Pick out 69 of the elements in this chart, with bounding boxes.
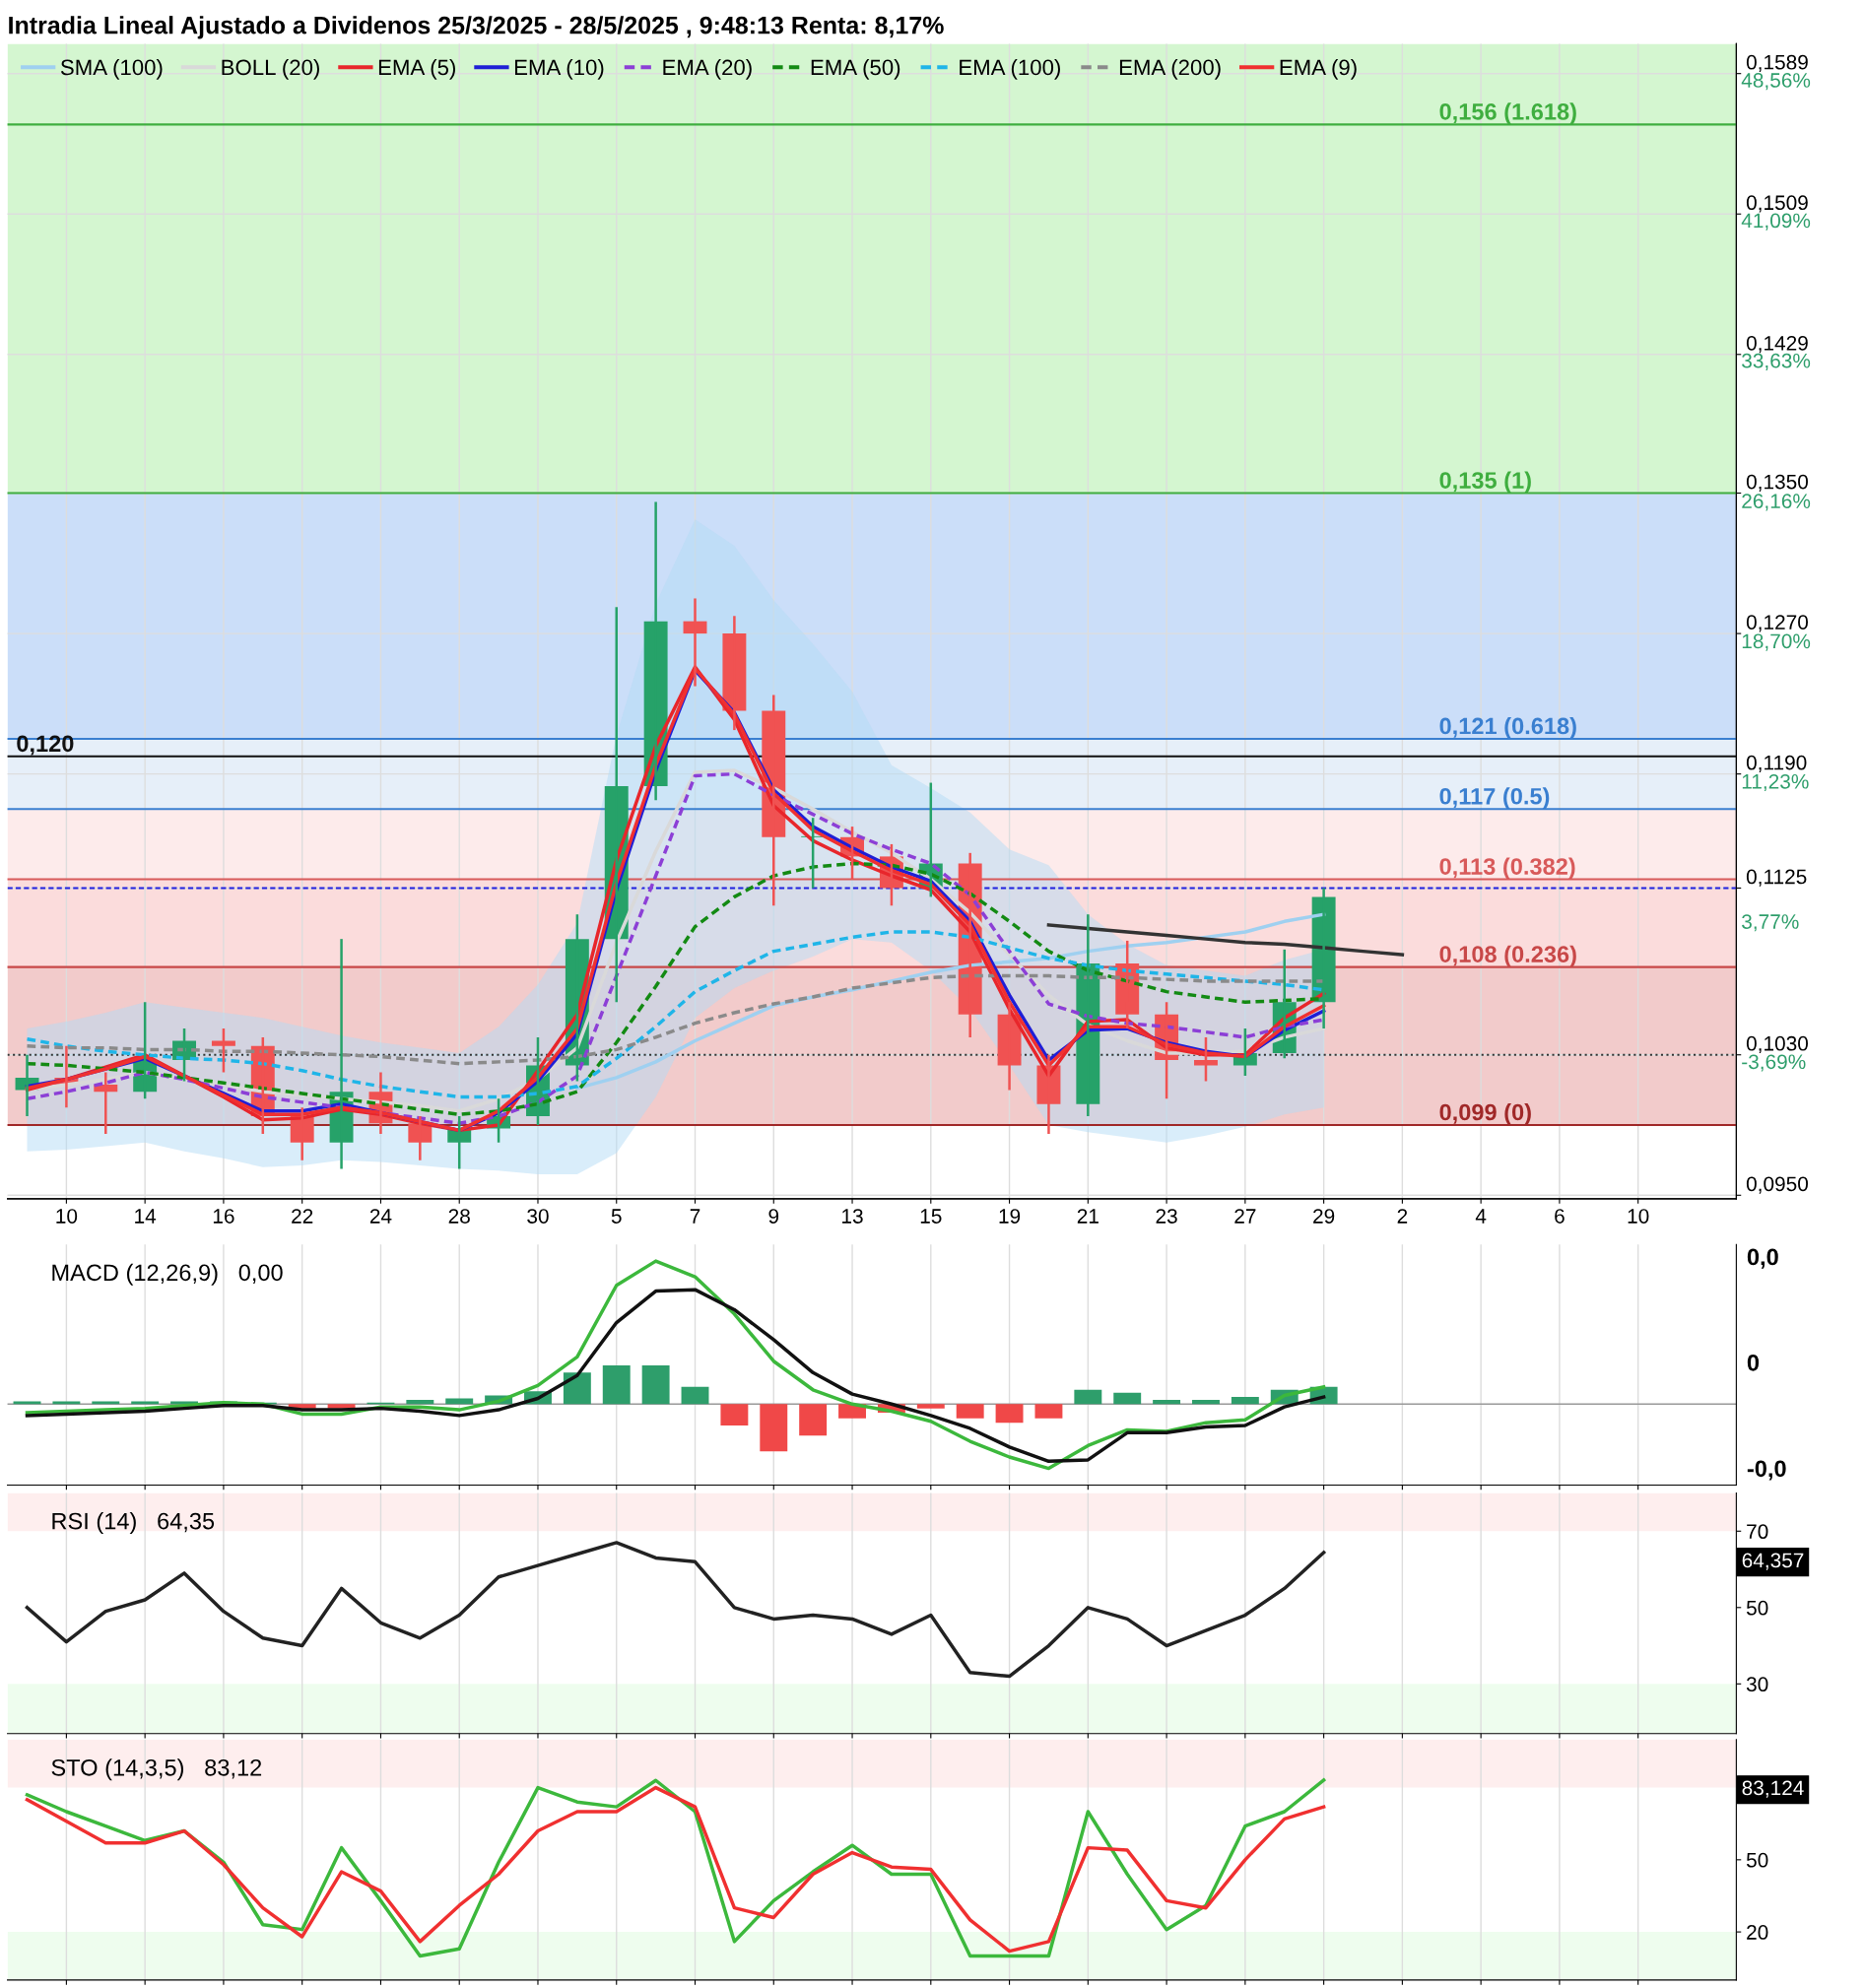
legend-label: BOLL (20) [222,58,319,80]
ref-line-label: 0,113 (0.382) [1439,857,1575,880]
y2-tick-label: 3,77% [1742,914,1799,932]
x-tick-label: 6 [1555,1209,1565,1224]
x-tick-label: 2 [1397,1209,1408,1224]
legend-label: EMA (10) [514,58,604,80]
x-tick-label: 10 [56,1209,78,1224]
y2-tick-label: 11,23% [1742,773,1809,792]
y-tick-label: 0,1030 [1746,1035,1809,1054]
x-tick-label: 24 [369,1209,392,1224]
x-tick-label: 7 [690,1209,700,1224]
y2-tick-label: -3,69% [1742,1054,1806,1072]
y-tick-label: 50 [1746,1852,1768,1868]
y2-tick-label: 33,63% [1742,353,1811,371]
legend-label: EMA (20) [663,58,752,80]
x-tick-label: 9 [768,1209,779,1224]
chart-title: Intradia Lineal Ajustado a Dividenos 25/3/2025 - 28/5/2025 , 9:48:13 Renta: 8,17% [9,16,944,39]
x-tick-label: 22 [292,1209,313,1224]
x-tick-label: 29 [1313,1209,1335,1224]
x-tick-label: 13 [842,1209,863,1224]
x-tick-label: 27 [1234,1209,1256,1224]
y-tick-label: 0,1350 [1746,474,1809,492]
text: 0 [1747,1354,1760,1371]
ref-line-label: 0,117 (0.5) [1439,787,1550,810]
chart-title: MACD (12,26,9) 0,00 [52,1263,283,1286]
y2-tick-label: 41,09% [1741,213,1811,231]
x-tick-label: 5 [611,1209,622,1224]
legend-label: EMA (200) [1119,58,1221,80]
y2-tick-label: 48,56% [1741,73,1811,91]
ref-line-label: 0,156 (1.618) [1439,102,1576,125]
x-tick-label: 28 [448,1209,470,1224]
text: 64,357 [1742,1553,1804,1570]
y-tick-label: 20 [1747,1925,1768,1940]
y-tick-label: 30 [1746,1677,1768,1692]
ref-line-label: 0,099 (0) [1439,1103,1531,1126]
text: 83,124 [1742,1780,1804,1798]
x-tick-label: 16 [213,1209,234,1224]
y-tick-label: 0,1125 [1746,869,1807,887]
ref-line-label: 0,108 (0.236) [1439,945,1576,967]
y2-tick-label: 18,70% [1742,633,1811,651]
text: -0,0 [1747,1460,1786,1481]
legend-label: EMA (100) [960,58,1060,80]
y-tick-label: 70 [1747,1524,1768,1540]
x-tick-label: 15 [920,1209,942,1224]
y-tick-label: 0,1190 [1746,755,1807,772]
y-tick-label: 0,1509 [1746,195,1808,213]
x-tick-label: 23 [1156,1209,1177,1224]
text: RSI (14) 64,35 [52,1512,215,1535]
y2-tick-label: 26,16% [1742,494,1811,511]
legend-label: EMA (9) [1280,58,1357,80]
ref-line-label: 0,120 [17,735,74,756]
text: 0,0 [1747,1248,1778,1269]
text: STO (14,3,5) 83,12 [51,1758,262,1781]
y-tick-label: 0,1589 [1746,54,1808,73]
x-tick-label: 4 [1475,1209,1487,1224]
x-tick-label: 21 [1077,1209,1099,1224]
x-tick-label: 14 [135,1209,157,1224]
ref-line-label: 0,135 (1) [1439,471,1531,494]
x-tick-label: 30 [527,1209,549,1224]
y-tick-label: 0,1429 [1746,335,1808,354]
y-tick-label: 0,1270 [1746,615,1809,632]
x-tick-label: 19 [999,1209,1021,1224]
legend-label: EMA (50) [811,58,900,80]
y-tick-label: 0,0950 [1746,1176,1809,1194]
y-tick-label: 50 [1746,1600,1768,1616]
x-tick-label: 10 [1628,1209,1649,1224]
legend-label: EMA (5) [378,58,455,80]
legend-label: SMA (100) [60,58,163,80]
ref-line-label: 0,121 (0.618) [1439,717,1576,740]
